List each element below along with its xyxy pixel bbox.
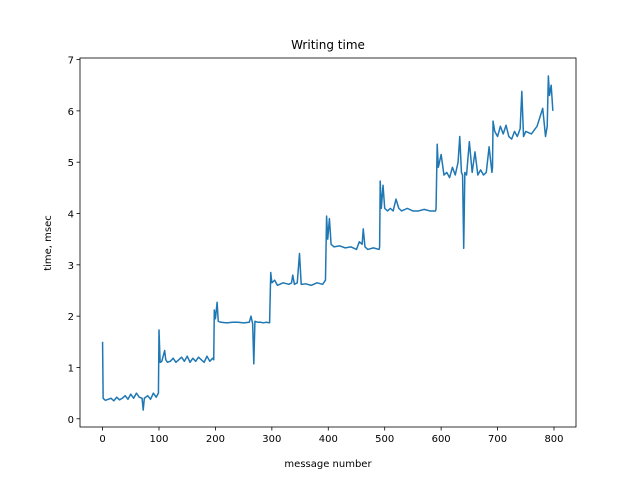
y-axis-label: time, msec xyxy=(43,215,54,271)
y-tick-label: 2 xyxy=(68,312,74,323)
y-tick-label: 7 xyxy=(68,56,74,67)
y-tick-label: 5 xyxy=(68,158,74,169)
y-tick-label: 3 xyxy=(68,261,74,272)
x-tick-label: 0 xyxy=(99,434,105,445)
x-tick-label: 600 xyxy=(432,434,451,445)
x-tick-label: 200 xyxy=(206,434,225,445)
x-tick-label: 400 xyxy=(319,434,338,445)
plot-frame xyxy=(79,57,577,428)
x-tick-label: 700 xyxy=(488,434,507,445)
y-tick-label: 6 xyxy=(68,107,74,118)
x-axis-label: message number xyxy=(284,459,372,470)
x-tick-label: 100 xyxy=(149,434,168,445)
data-line xyxy=(101,75,554,411)
x-tick-label: 800 xyxy=(544,434,563,445)
y-tick-label: 4 xyxy=(68,210,74,221)
y-tick-label: 1 xyxy=(68,363,74,374)
y-tick-label: 0 xyxy=(68,415,74,426)
x-tick-label: 300 xyxy=(262,434,281,445)
x-tick-label: 500 xyxy=(375,434,394,445)
chart-title: Writing time xyxy=(291,38,365,52)
